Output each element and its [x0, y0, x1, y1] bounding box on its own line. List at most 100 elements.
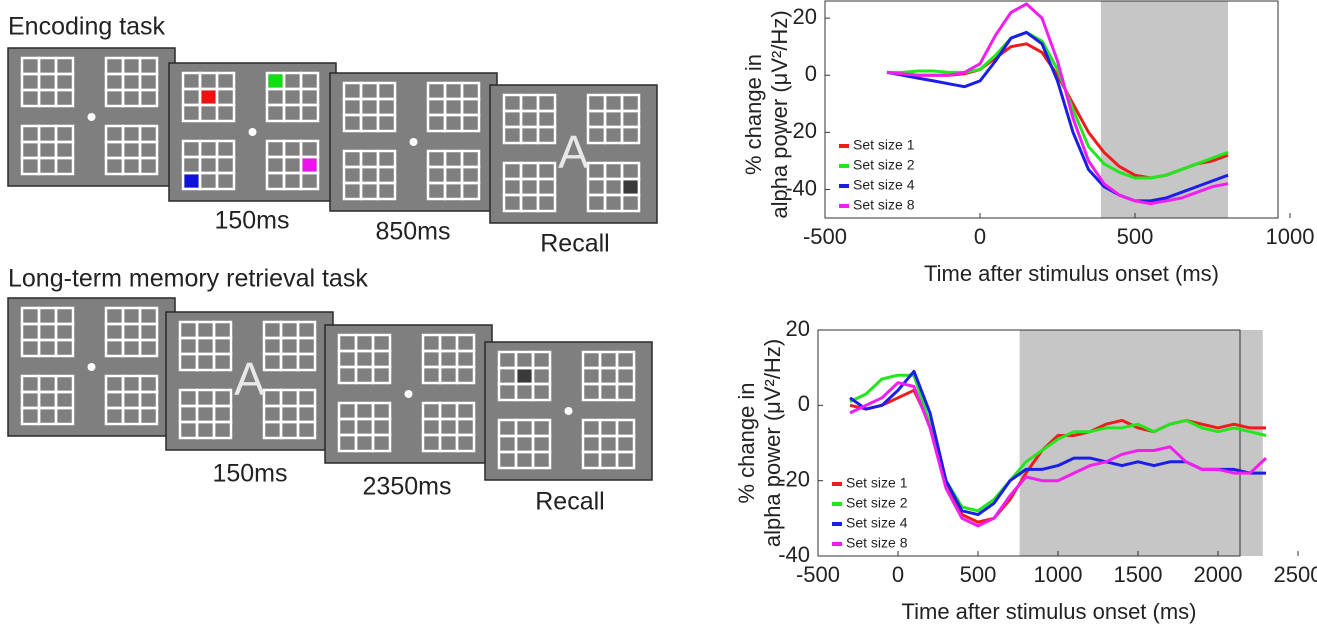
y-tick-label: -40 — [778, 542, 810, 567]
screen — [324, 324, 493, 464]
colored-square — [184, 174, 199, 188]
x-tick-label: -500 — [796, 562, 840, 587]
grid-cell — [54, 338, 75, 358]
colored-square — [302, 158, 317, 172]
grid-cell — [460, 181, 481, 201]
series-line — [849, 381, 1268, 528]
legend-label: Set size 1 — [846, 475, 908, 491]
y-tick-label: -20 — [778, 466, 810, 491]
grid-cell — [536, 125, 557, 145]
x-tick-label: 1000 — [1266, 224, 1315, 249]
screen: A — [489, 84, 658, 224]
fixation-dot — [404, 390, 413, 398]
grid-cell — [615, 450, 636, 470]
grid-cell — [212, 352, 233, 372]
legend-label: Set size 8 — [846, 535, 908, 551]
grid-cell — [138, 338, 159, 358]
x-axis-label: Time after stimulus onset (ms) — [924, 261, 1219, 286]
grid-cell — [138, 156, 159, 176]
duration-label: Recall — [535, 488, 604, 516]
duration-label: Recall — [540, 230, 609, 258]
screen-background — [165, 311, 334, 451]
x-axis-label: Time after stimulus onset (ms) — [901, 599, 1196, 624]
fixation-dot — [564, 407, 573, 415]
grid-cell — [371, 365, 392, 385]
legend-label: Set size 4 — [846, 515, 908, 531]
fixation-dot — [87, 363, 96, 371]
legend-label: Set size 1 — [853, 137, 915, 153]
x-tick-label: 500 — [960, 562, 997, 587]
y-tick-label: 20 — [786, 316, 810, 341]
grid-cell — [296, 352, 317, 372]
task-title: Long-term memory retrieval task — [8, 265, 368, 293]
fixation-dot — [409, 138, 418, 146]
grid-cell — [615, 382, 636, 402]
x-tick-label: 0 — [892, 562, 904, 587]
duration-label: 150ms — [214, 207, 289, 235]
grid-cell — [536, 193, 557, 213]
grid-cell — [531, 450, 552, 470]
plot-frame — [817, 329, 1241, 557]
grid-cell — [215, 171, 236, 191]
colored-square — [517, 369, 532, 383]
grid-cell — [455, 365, 476, 385]
grid-cell — [455, 433, 476, 453]
y-tick-label: 0 — [805, 61, 817, 86]
x-tick-label: 2500 — [1274, 562, 1317, 587]
y-axis-label: alpha power (μV²/Hz) — [760, 339, 785, 547]
fixation-dot — [248, 128, 257, 136]
screen — [329, 72, 498, 212]
duration-label: 2350ms — [363, 473, 452, 501]
grid-cell — [299, 103, 320, 123]
grid-cell — [296, 420, 317, 440]
grid-cell — [460, 113, 481, 133]
screen-background — [489, 84, 658, 224]
task-title: Encoding task — [8, 13, 166, 41]
colored-square — [268, 74, 283, 88]
x-tick-label: 500 — [1117, 224, 1154, 249]
analysis-window — [1019, 330, 1263, 556]
grid-cell — [212, 420, 233, 440]
x-tick-label: 1500 — [1114, 562, 1163, 587]
grid-cell — [299, 171, 320, 191]
plot-frame — [824, 0, 1279, 219]
grid-cell — [54, 406, 75, 426]
grid-cell — [620, 125, 641, 145]
legend-label: Set size 8 — [853, 197, 915, 213]
screen — [7, 297, 176, 437]
grid-cell — [54, 88, 75, 108]
series-line — [887, 30, 1229, 180]
duration-label: 150ms — [212, 460, 287, 488]
x-tick-label: -500 — [803, 224, 847, 249]
screen — [7, 47, 176, 187]
y-tick-label: -20 — [785, 118, 817, 143]
grid-cell — [620, 193, 641, 213]
grid-cell — [376, 181, 397, 201]
series-line — [886, 2, 1229, 206]
screen — [168, 62, 337, 202]
grid-cell — [138, 88, 159, 108]
fixation-dot — [87, 113, 96, 121]
grid-cell — [215, 103, 236, 123]
grid-cell — [531, 382, 552, 402]
grid-cell — [54, 156, 75, 176]
cue-letter: A — [558, 126, 589, 178]
analysis-window — [1100, 1, 1228, 218]
y-tick-label: -40 — [785, 175, 817, 200]
screen: A — [165, 311, 334, 451]
screen — [484, 341, 653, 481]
legend-label: Set size 4 — [853, 177, 915, 193]
cue-letter: A — [234, 353, 265, 405]
x-tick-label: 1000 — [1034, 562, 1083, 587]
y-axis-label: alpha power (μV²/Hz) — [767, 10, 792, 218]
series-line — [886, 30, 1229, 203]
grid-cell — [138, 406, 159, 426]
legend-label: Set size 2 — [846, 495, 908, 511]
y-axis-label: % change in — [741, 54, 766, 175]
y-axis-label: % change in — [734, 382, 759, 503]
x-tick-label: 0 — [974, 224, 986, 249]
grid-cell — [371, 433, 392, 453]
colored-square — [623, 180, 638, 194]
grid-cell — [376, 113, 397, 133]
